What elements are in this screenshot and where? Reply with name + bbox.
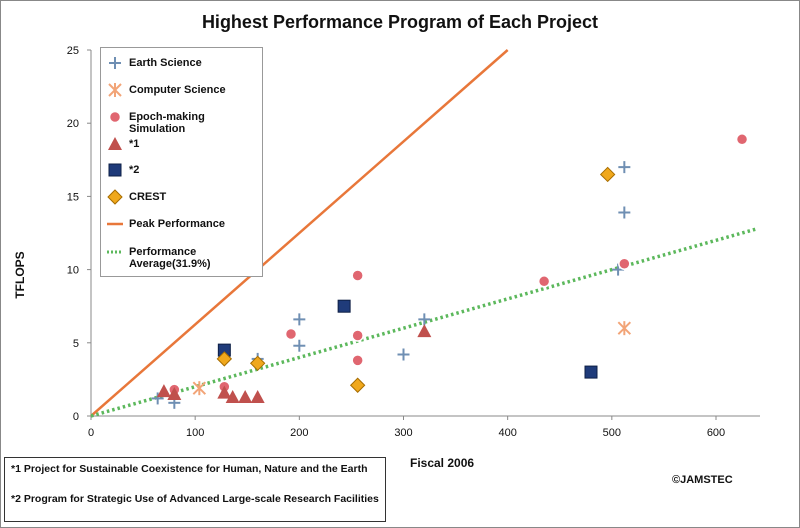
- diamond-marker-icon: [107, 189, 123, 205]
- series-1: [156, 324, 432, 403]
- data-point: [293, 313, 306, 326]
- data-point: [351, 329, 364, 342]
- legend: Earth Science Computer Science Epoch-mak…: [100, 47, 263, 277]
- dotted-line-icon: [107, 250, 123, 254]
- y-tick-label: 10: [67, 265, 79, 277]
- data-point: [397, 348, 410, 361]
- solid-line-icon: [107, 222, 123, 226]
- data-point: [349, 377, 366, 393]
- data-point: [618, 161, 631, 174]
- circle-marker-icon: [108, 110, 122, 124]
- data-point: [192, 381, 207, 396]
- y-tick-label: 15: [67, 191, 79, 203]
- data-point: [618, 206, 631, 219]
- data-point: [612, 263, 625, 276]
- footnote-1: *1 Project for Sustainable Coexistence f…: [11, 463, 368, 475]
- legend-label: CREST: [129, 191, 167, 203]
- x-tick-label: 200: [290, 427, 308, 439]
- triangle-marker-icon: [108, 137, 122, 150]
- data-point: [351, 354, 364, 367]
- legend-label: Performance Average(31.9%): [129, 246, 211, 270]
- data-point: [151, 392, 164, 405]
- data-point: [216, 351, 233, 367]
- footnote-2: *2 Program for Strategic Use of Advanced…: [11, 493, 379, 505]
- data-point: [618, 257, 631, 270]
- legend-label: Peak Performance: [129, 218, 225, 230]
- y-tick-label: 25: [67, 45, 79, 57]
- x-tick-label: 300: [394, 427, 412, 439]
- x-tick-label: 100: [186, 427, 204, 439]
- data-point: [537, 275, 551, 288]
- plus-marker-icon: [109, 57, 121, 69]
- data-point: [617, 321, 632, 336]
- legend-label: *1: [129, 138, 140, 150]
- legend-marker: [108, 137, 122, 150]
- x-tick-label: 500: [603, 427, 621, 439]
- data-point: [293, 339, 306, 352]
- data-point: [250, 389, 265, 403]
- data-point: [599, 166, 616, 183]
- series-computer-science: [192, 321, 632, 396]
- legend-marker: [108, 110, 122, 124]
- data-point: [337, 299, 351, 313]
- legend-marker: [109, 57, 121, 69]
- y-axis-label: TFLOPS: [13, 251, 27, 299]
- legend-label: Earth Science: [129, 57, 202, 69]
- peak-performance-line: [90, 49, 509, 417]
- data-point: [217, 385, 232, 399]
- x-axis-label: Fiscal 2006: [410, 456, 475, 470]
- x-tick-label: 600: [707, 427, 725, 439]
- data-point: [284, 327, 298, 341]
- legend-marker: [107, 189, 123, 205]
- series-crest: [216, 166, 616, 393]
- data-point: [238, 389, 253, 403]
- data-point: [249, 355, 266, 372]
- data-point: [351, 269, 364, 282]
- legend-label: Computer Science: [129, 84, 226, 96]
- legend-marker: [108, 163, 122, 177]
- y-tick-label: 20: [67, 118, 79, 130]
- data-point: [735, 133, 749, 146]
- chart-title: Highest Performance Program of Each Proj…: [201, 12, 599, 32]
- legend-label: Epoch-making Simulation: [129, 111, 205, 135]
- footnotes-box: *1 Project for Sustainable Coexistence f…: [4, 457, 386, 522]
- data-point: [584, 365, 598, 379]
- legend-marker: [108, 83, 122, 97]
- square-marker-icon: [108, 163, 122, 177]
- data-point: [156, 384, 171, 398]
- series-2: [217, 299, 598, 379]
- data-point: [418, 313, 431, 326]
- y-tick-label: 5: [73, 338, 79, 350]
- asterisk-marker-icon: [108, 83, 122, 97]
- legend-label: *2: [129, 164, 140, 176]
- y-tick-label: 0: [73, 411, 79, 423]
- data-point: [167, 387, 182, 401]
- x-tick-label: 400: [498, 427, 516, 439]
- data-point: [417, 324, 432, 338]
- data-point: [225, 389, 240, 403]
- x-tick-label: 0: [88, 427, 94, 439]
- copyright-label: ©JAMSTEC: [672, 474, 733, 486]
